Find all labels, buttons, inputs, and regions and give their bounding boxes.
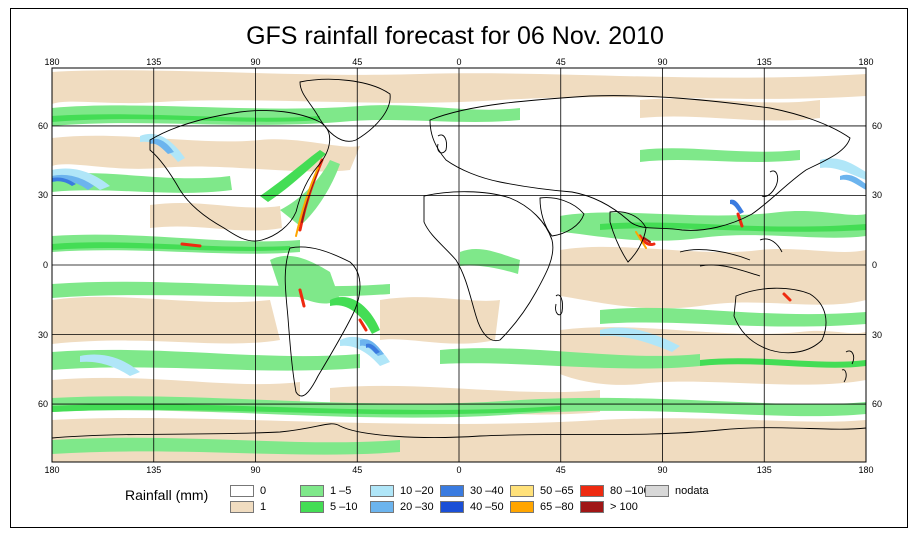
legend-item: 0 bbox=[230, 484, 266, 497]
legend-label: 5 –10 bbox=[330, 500, 358, 513]
legend-swatch bbox=[580, 484, 604, 497]
longitude-label-bottom: 180 bbox=[44, 465, 60, 475]
legend-label: 0 bbox=[260, 484, 267, 497]
legend-swatch bbox=[440, 484, 464, 497]
legend-swatch bbox=[300, 500, 324, 513]
legend-swatch bbox=[645, 484, 669, 497]
latitude-label-left: 30 bbox=[37, 190, 48, 201]
latitude-label-right: 30 bbox=[872, 329, 883, 340]
legend-swatch bbox=[370, 484, 394, 497]
coastlines bbox=[52, 78, 866, 439]
legend-item: 20 –30 bbox=[370, 500, 434, 513]
legend-item: 80 –100 bbox=[580, 484, 650, 497]
latitude-label-right: 60 bbox=[872, 120, 883, 131]
legend-item: 1 bbox=[230, 500, 266, 513]
map-title: GFS rainfall forecast for 06 Nov. 2010 bbox=[246, 22, 664, 50]
longitude-label-bottom: 90 bbox=[250, 465, 261, 475]
legend-label: 20 –30 bbox=[400, 500, 434, 513]
legend-item: 30 –40 bbox=[440, 484, 504, 497]
latitude-label-left: 0 bbox=[42, 260, 48, 270]
longitude-label-bottom: 45 bbox=[555, 465, 566, 475]
latitude-label-right: 0 bbox=[872, 260, 878, 270]
legend-swatch bbox=[370, 500, 394, 513]
longitude-label-top: 135 bbox=[146, 57, 162, 67]
longitude-label-top: 45 bbox=[352, 57, 363, 67]
legend-swatch bbox=[580, 500, 604, 513]
legend-item: 5 –10 bbox=[300, 500, 358, 513]
legend-item: 50 –65 bbox=[510, 484, 574, 497]
longitude-label-bottom: 0 bbox=[456, 465, 462, 475]
legend-swatch bbox=[510, 500, 534, 513]
longitude-label-top: 45 bbox=[555, 57, 566, 67]
legend-label: 10 –20 bbox=[400, 484, 434, 497]
legend-item: 1 –5 bbox=[300, 484, 351, 497]
legend-label: 80 –100 bbox=[610, 484, 650, 497]
legend-item: 65 –80 bbox=[510, 500, 574, 513]
longitude-label-bottom: 135 bbox=[756, 465, 772, 475]
legend-label: 30 –40 bbox=[470, 484, 504, 497]
legend-label: 1 bbox=[260, 500, 267, 513]
longitude-label-bottom: 45 bbox=[352, 465, 363, 475]
legend-label: 1 –5 bbox=[330, 484, 352, 497]
legend-item: nodata bbox=[645, 484, 709, 497]
legend-item: 10 –20 bbox=[370, 484, 434, 497]
latitude-label-right: 30 bbox=[872, 190, 883, 201]
map-border bbox=[51, 67, 867, 463]
latitude-label-right: 60 bbox=[872, 399, 883, 410]
legend-title: Rainfall (mm) bbox=[125, 487, 209, 503]
legend-swatch bbox=[510, 484, 534, 497]
legend-swatch bbox=[300, 484, 324, 497]
legend-item: > 100 bbox=[580, 500, 638, 513]
longitude-label-top: 0 bbox=[456, 57, 462, 67]
longitude-label-bottom: 90 bbox=[657, 465, 668, 475]
legend-label: 40 –50 bbox=[470, 500, 504, 513]
figure-frame bbox=[10, 8, 908, 528]
latitude-label-left: 60 bbox=[37, 120, 48, 131]
longitude-label-bottom: 135 bbox=[146, 465, 162, 475]
longitude-label-bottom: 180 bbox=[858, 465, 874, 475]
longitude-label-top: 90 bbox=[250, 57, 261, 67]
legend-swatch bbox=[230, 484, 254, 497]
legend-label: nodata bbox=[675, 484, 709, 497]
legend-swatch bbox=[440, 500, 464, 513]
longitude-label-top: 180 bbox=[44, 57, 60, 67]
legend-label: 50 –65 bbox=[540, 484, 574, 497]
legend-swatch bbox=[230, 500, 254, 513]
longitude-label-top: 90 bbox=[657, 57, 668, 67]
latitude-label-left: 60 bbox=[37, 399, 48, 410]
legend-label: 65 –80 bbox=[540, 500, 574, 513]
longitude-label-top: 180 bbox=[858, 57, 874, 67]
legend-item: 40 –50 bbox=[440, 500, 504, 513]
longitude-label-top: 135 bbox=[756, 57, 772, 67]
legend-label: > 100 bbox=[610, 500, 638, 513]
latitude-label-left: 30 bbox=[37, 329, 48, 340]
